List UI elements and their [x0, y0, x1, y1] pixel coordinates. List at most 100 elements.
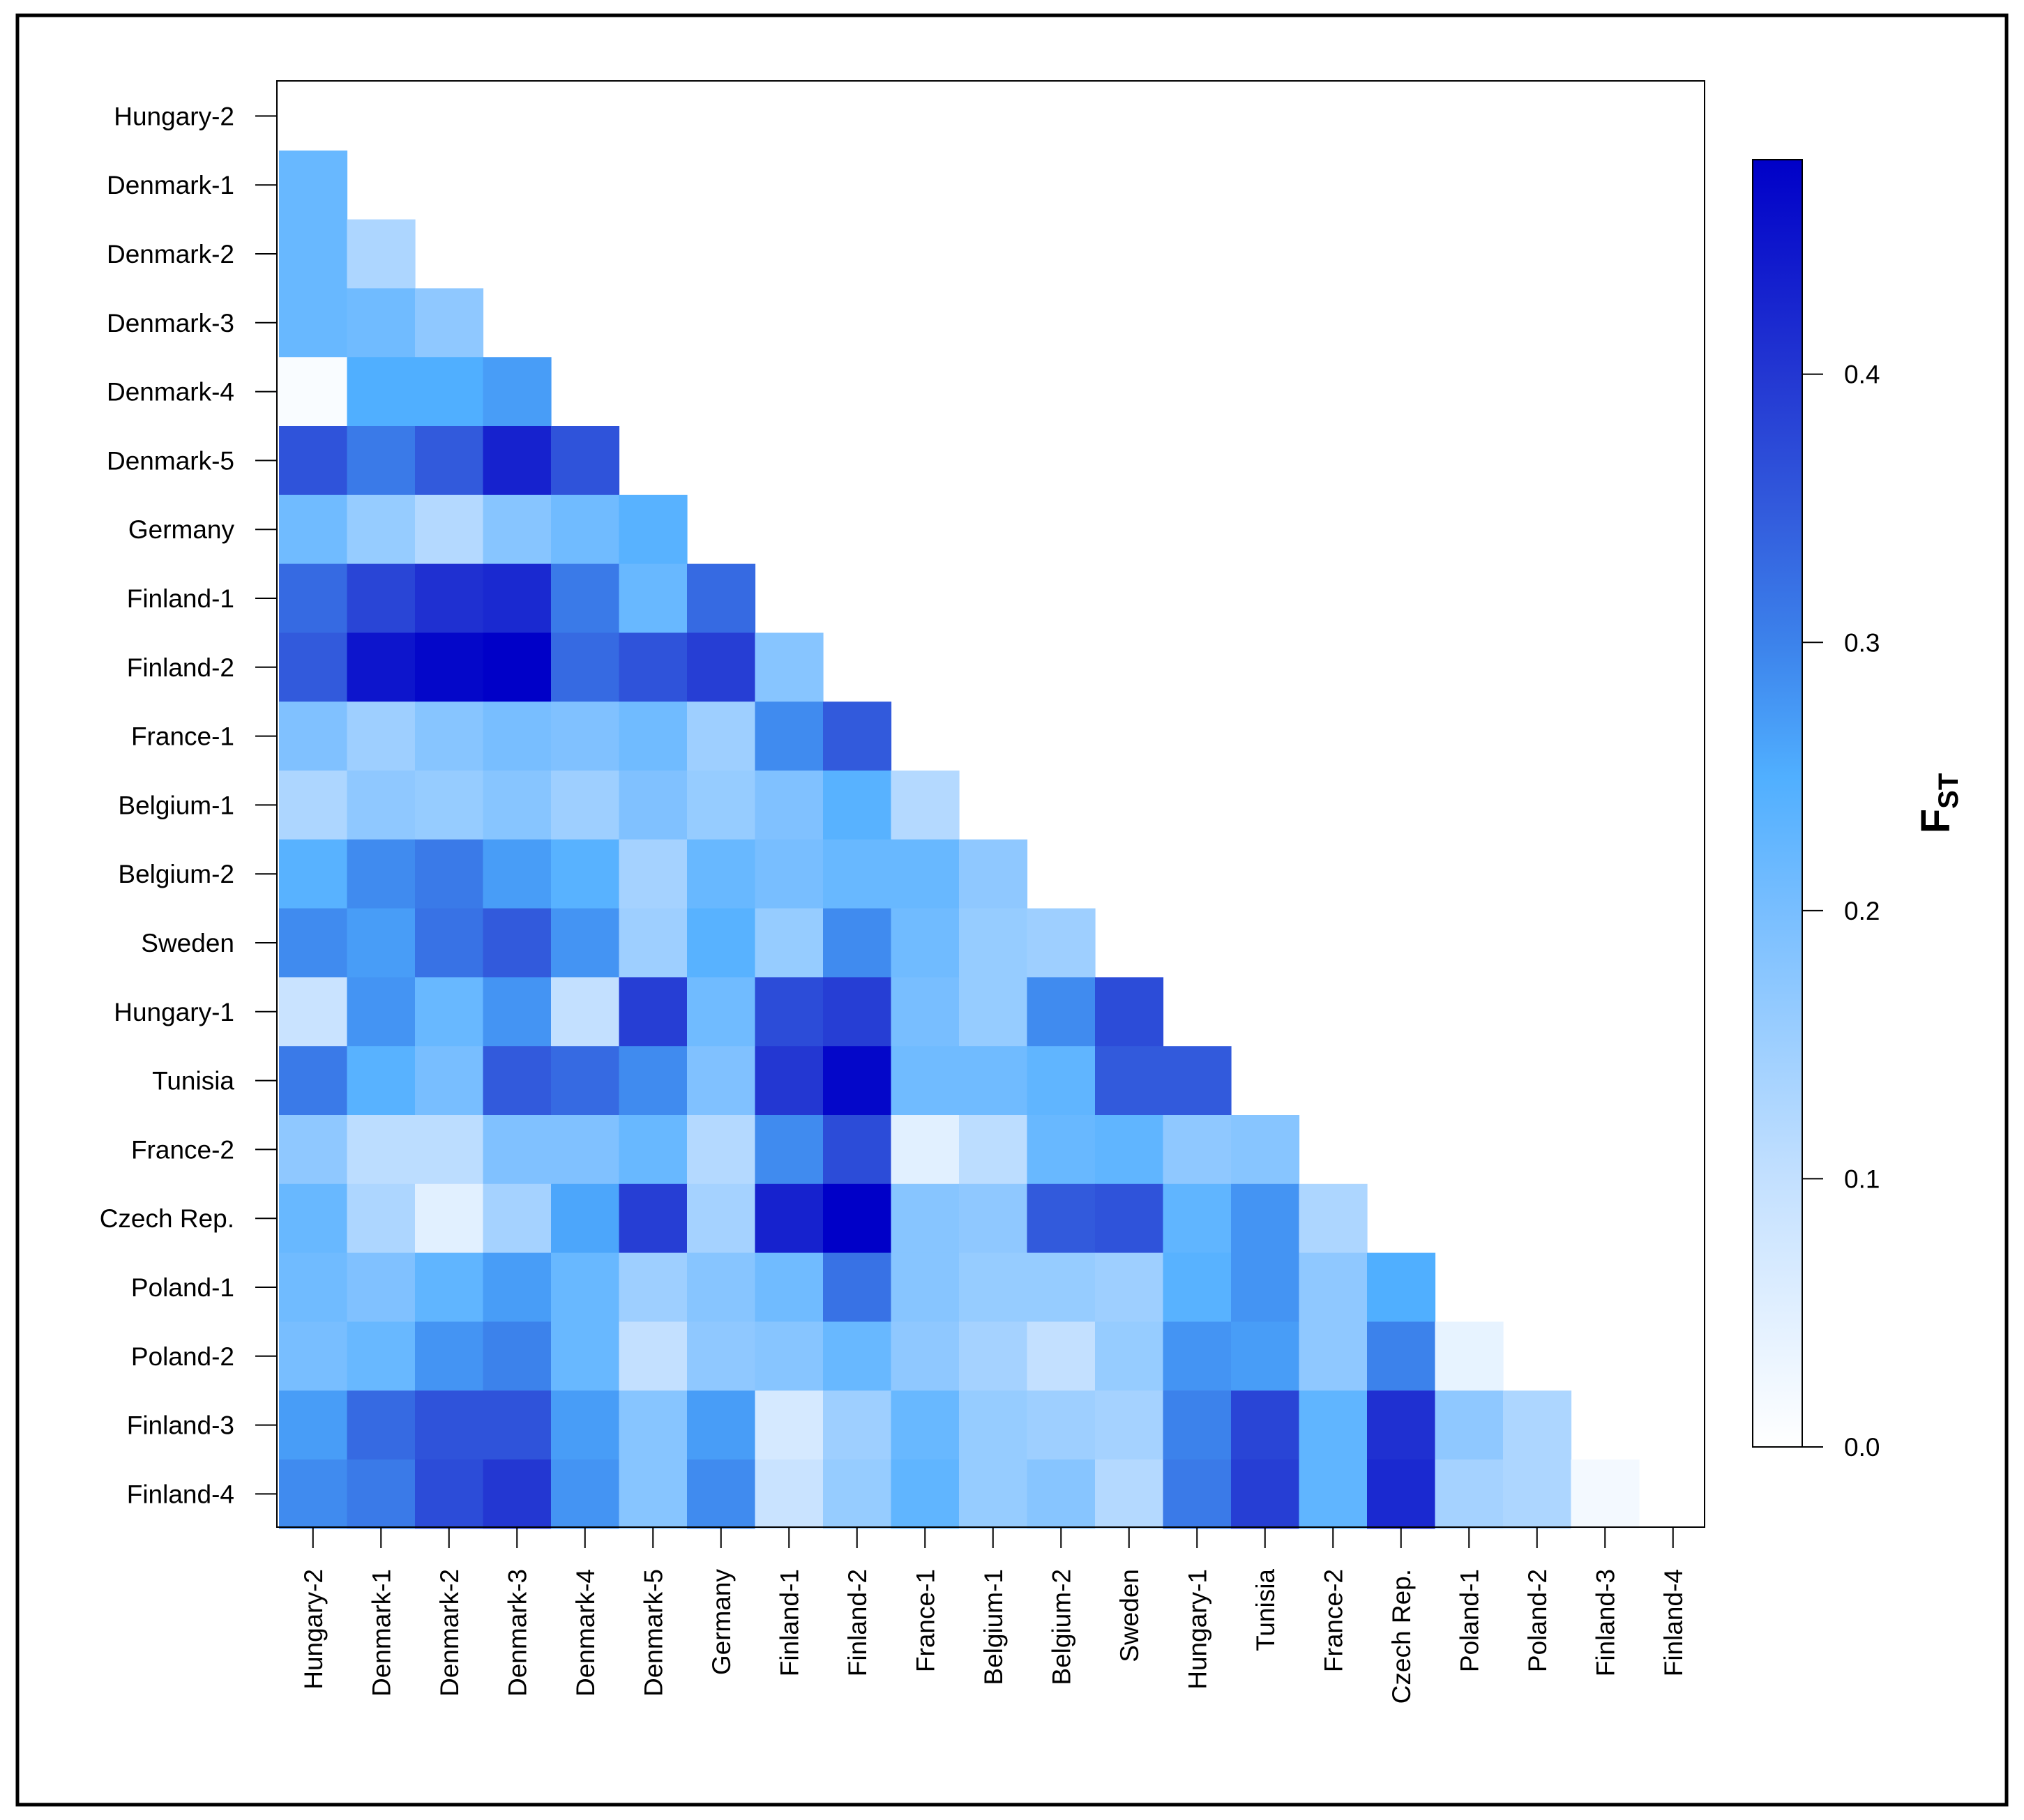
heatmap-cell — [347, 1252, 416, 1322]
heatmap-cell — [687, 1252, 756, 1322]
heatmap-cell — [891, 1321, 960, 1391]
heatmap-cell — [347, 771, 416, 840]
heatmap-cell — [551, 977, 620, 1047]
heatmap-cell — [1231, 1390, 1300, 1460]
x-axis: Hungary-2 Denmark-1 Denmark-2 Denmark-3 Denm… — [299, 1527, 1688, 1704]
heatmap-cell — [1231, 1252, 1300, 1322]
heatmap-cell — [687, 1183, 756, 1254]
heatmap-cell — [415, 426, 484, 496]
y-tick-label: Belgium-2 — [118, 860, 234, 888]
heatmap-cell — [687, 1046, 756, 1116]
heatmap-cell — [415, 977, 484, 1047]
x-tick-label: Sweden — [1115, 1569, 1144, 1662]
heatmap-cell — [755, 908, 824, 978]
heatmap-cell — [483, 702, 552, 771]
heatmap-cell — [755, 702, 824, 771]
heatmap-cell — [347, 977, 416, 1047]
heatmap-cell — [823, 839, 892, 909]
heatmap-cell — [279, 426, 348, 496]
heatmap-cell — [1027, 1459, 1096, 1529]
heatmap-cell — [415, 494, 484, 565]
heatmap-cell — [687, 632, 756, 702]
heatmap-cell — [415, 632, 484, 702]
heatmap-cell — [347, 1115, 416, 1185]
heatmap-cell — [687, 977, 756, 1047]
heatmap-cell — [959, 1046, 1028, 1116]
heatmap-cell — [959, 839, 1028, 909]
heatmap-cell — [755, 771, 824, 840]
heatmap-cell — [1299, 1252, 1368, 1322]
heatmap-cell — [959, 1183, 1028, 1254]
heatmap-cell — [551, 839, 620, 909]
heatmap-cell — [687, 1321, 756, 1391]
heatmap-cell — [687, 1390, 756, 1460]
heatmap-cell — [959, 1390, 1028, 1460]
heatmap-cell — [1299, 1459, 1368, 1529]
heatmap-cell — [483, 1046, 552, 1116]
x-tick-label: France-2 — [1319, 1569, 1347, 1672]
heatmap-cell — [891, 1390, 960, 1460]
y-tick-label: Denmark-1 — [107, 171, 234, 199]
heatmap-cell — [959, 977, 1028, 1047]
heatmap-cell — [415, 771, 484, 840]
y-tick-label: Finland-2 — [127, 653, 234, 682]
heatmap-cell — [619, 1321, 688, 1391]
heatmap-cell — [1027, 1183, 1096, 1254]
heatmap-cell — [279, 150, 348, 220]
heatmap-cell — [823, 702, 892, 771]
heatmap-cell — [1231, 1115, 1300, 1185]
x-tick-label: Denmark-2 — [435, 1569, 464, 1697]
heatmap-cell — [279, 563, 348, 633]
heatmap-cell — [755, 1390, 824, 1460]
heatmap-cell — [415, 908, 484, 978]
heatmap-cell — [279, 1321, 348, 1391]
heatmap-cell — [619, 839, 688, 909]
heatmap-cell — [687, 771, 756, 840]
heatmap-cell — [483, 494, 552, 565]
heatmap-cell — [1027, 1046, 1096, 1116]
heatmap-cell — [619, 563, 688, 633]
heatmap-cell — [347, 219, 416, 289]
heatmap-cell — [279, 771, 348, 840]
heatmap-cell — [619, 1252, 688, 1322]
heatmap-cell — [755, 977, 824, 1047]
heatmap-cell — [1435, 1321, 1504, 1391]
heatmap-cell — [823, 1459, 892, 1529]
heatmap-cell — [1027, 908, 1096, 978]
heatmap-cell — [279, 288, 348, 358]
y-tick-label: Hungary-2 — [114, 102, 234, 130]
heatmap-cell — [483, 1459, 552, 1529]
colorbar-ticks: 0.0 0.1 0.2 0.3 0.4 — [1802, 361, 1880, 1462]
heatmap-cell — [1571, 1459, 1640, 1529]
heatmap-cell — [279, 1459, 348, 1529]
heatmap-cell — [415, 1321, 484, 1391]
heatmap-cell — [891, 977, 960, 1047]
heatmap-cell — [755, 1252, 824, 1322]
heatmap-cell — [1163, 1459, 1232, 1529]
heatmap-cell — [959, 1459, 1028, 1529]
colorbar-tick-label: 0.0 — [1844, 1433, 1880, 1462]
heatmap-cell — [347, 702, 416, 771]
y-tick-label: Denmark-5 — [107, 446, 234, 475]
heatmap-cell — [823, 1115, 892, 1185]
x-tick-label: Finland-1 — [775, 1569, 803, 1676]
heatmap-cell — [619, 1459, 688, 1529]
heatmap-cell — [1095, 1046, 1164, 1116]
x-tick-label: Finland-3 — [1591, 1569, 1619, 1676]
x-tick-label: Czech Rep. — [1387, 1569, 1416, 1704]
heatmap-cell — [687, 1459, 756, 1529]
heatmap-cell — [1163, 1252, 1232, 1322]
x-tick-label: Finland-2 — [843, 1569, 872, 1676]
heatmap-cell — [755, 1321, 824, 1391]
heatmap-cell — [551, 563, 620, 633]
heatmap-cell — [551, 632, 620, 702]
heatmap-cell — [347, 1046, 416, 1116]
heatmap-cell — [483, 1115, 552, 1185]
heatmap-cell — [415, 288, 484, 358]
heatmap-cell — [619, 977, 688, 1047]
heatmap-cell — [415, 563, 484, 633]
y-tick-label: Finland-1 — [127, 584, 234, 613]
heatmap-cell — [279, 357, 348, 427]
heatmap-cell — [279, 494, 348, 565]
